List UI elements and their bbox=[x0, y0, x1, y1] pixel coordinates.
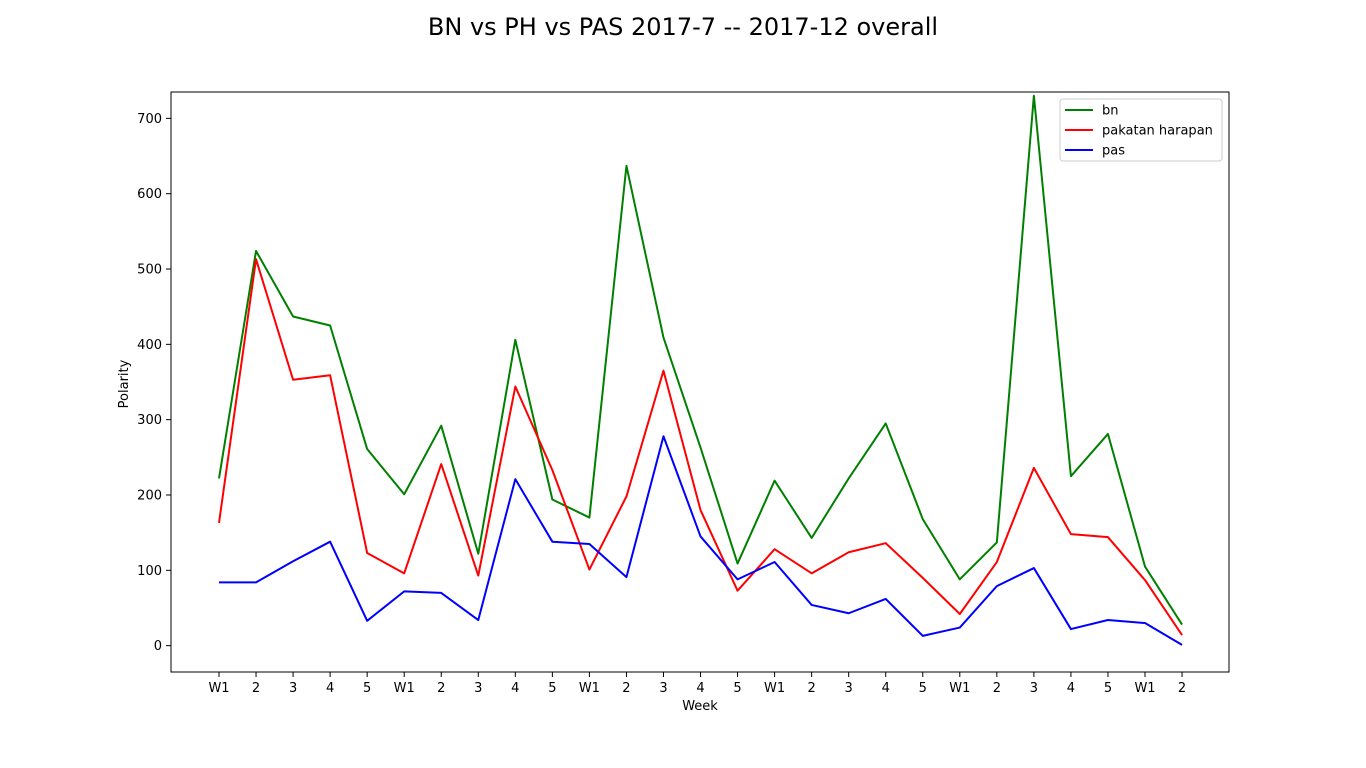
legend-label-bn: bn bbox=[1102, 104, 1119, 119]
y-axis-label: Polarity bbox=[117, 359, 132, 408]
x-tick-label: 3 bbox=[289, 681, 297, 696]
chart-title: BN vs PH vs PAS 2017-7 -- 2017-12 overal… bbox=[428, 13, 938, 41]
plot-area: W1 2 3 4 5 W1 2 3 4 5 W1 2 3 4 5 W1 2 3 4 5 W1 2 3 4 5 W1 2 0 100 200… bbox=[137, 91, 1230, 696]
x-axis-label: Week bbox=[682, 699, 718, 714]
x-tick-label: 2 bbox=[622, 681, 630, 696]
x-tick-label: 2 bbox=[252, 681, 260, 696]
x-tick-label: W1 bbox=[764, 681, 785, 696]
x-tick-label: 4 bbox=[1067, 681, 1075, 696]
y-tick-label: 600 bbox=[137, 187, 162, 202]
legend-box bbox=[1059, 98, 1223, 162]
legend-label-pakatan-harapan: pakatan harapan bbox=[1102, 124, 1213, 139]
x-tick-label: 4 bbox=[326, 681, 334, 696]
y-tick-label: 0 bbox=[154, 639, 162, 654]
x-tick-label: 3 bbox=[474, 681, 482, 696]
x-tick-label: 2 bbox=[437, 681, 445, 696]
x-tick-label: 2 bbox=[993, 681, 1001, 696]
y-tick-label: 200 bbox=[137, 488, 162, 503]
x-tick-label: W1 bbox=[579, 681, 600, 696]
x-tick-label: 5 bbox=[733, 681, 741, 696]
y-tick-label: 400 bbox=[137, 338, 162, 353]
y-tick-label: 300 bbox=[137, 413, 162, 428]
x-tick-label: 5 bbox=[919, 681, 927, 696]
x-tick-label: 5 bbox=[1104, 681, 1112, 696]
x-tick-label: 3 bbox=[845, 681, 853, 696]
x-tick-label: 4 bbox=[882, 681, 890, 696]
series-line-pakatan-harapan bbox=[218, 258, 1183, 636]
x-tick-label: W1 bbox=[1134, 681, 1155, 696]
x-tick-label: W1 bbox=[949, 681, 970, 696]
x-tick-label: 3 bbox=[659, 681, 667, 696]
y-tick-label: 700 bbox=[137, 112, 162, 127]
legend-label-pas: pas bbox=[1102, 144, 1125, 159]
x-tick-label: 5 bbox=[363, 681, 371, 696]
x-tick-label: 2 bbox=[807, 681, 815, 696]
legend: bn pakatan harapan pas bbox=[1059, 98, 1223, 162]
y-tick-label: 500 bbox=[137, 263, 162, 278]
x-tick-label: 2 bbox=[1178, 681, 1186, 696]
plot-frame bbox=[170, 91, 1230, 673]
y-tick-label: 100 bbox=[137, 564, 162, 579]
x-tick-label: 3 bbox=[1030, 681, 1038, 696]
x-tick-label: 4 bbox=[696, 681, 704, 696]
x-tick-label: 4 bbox=[511, 681, 519, 696]
x-tick-label: 5 bbox=[548, 681, 556, 696]
x-tick-label: W1 bbox=[394, 681, 415, 696]
series-line-pas bbox=[219, 435, 1183, 646]
x-tick-label: W1 bbox=[208, 681, 229, 696]
series-line-bn bbox=[218, 94, 1183, 626]
